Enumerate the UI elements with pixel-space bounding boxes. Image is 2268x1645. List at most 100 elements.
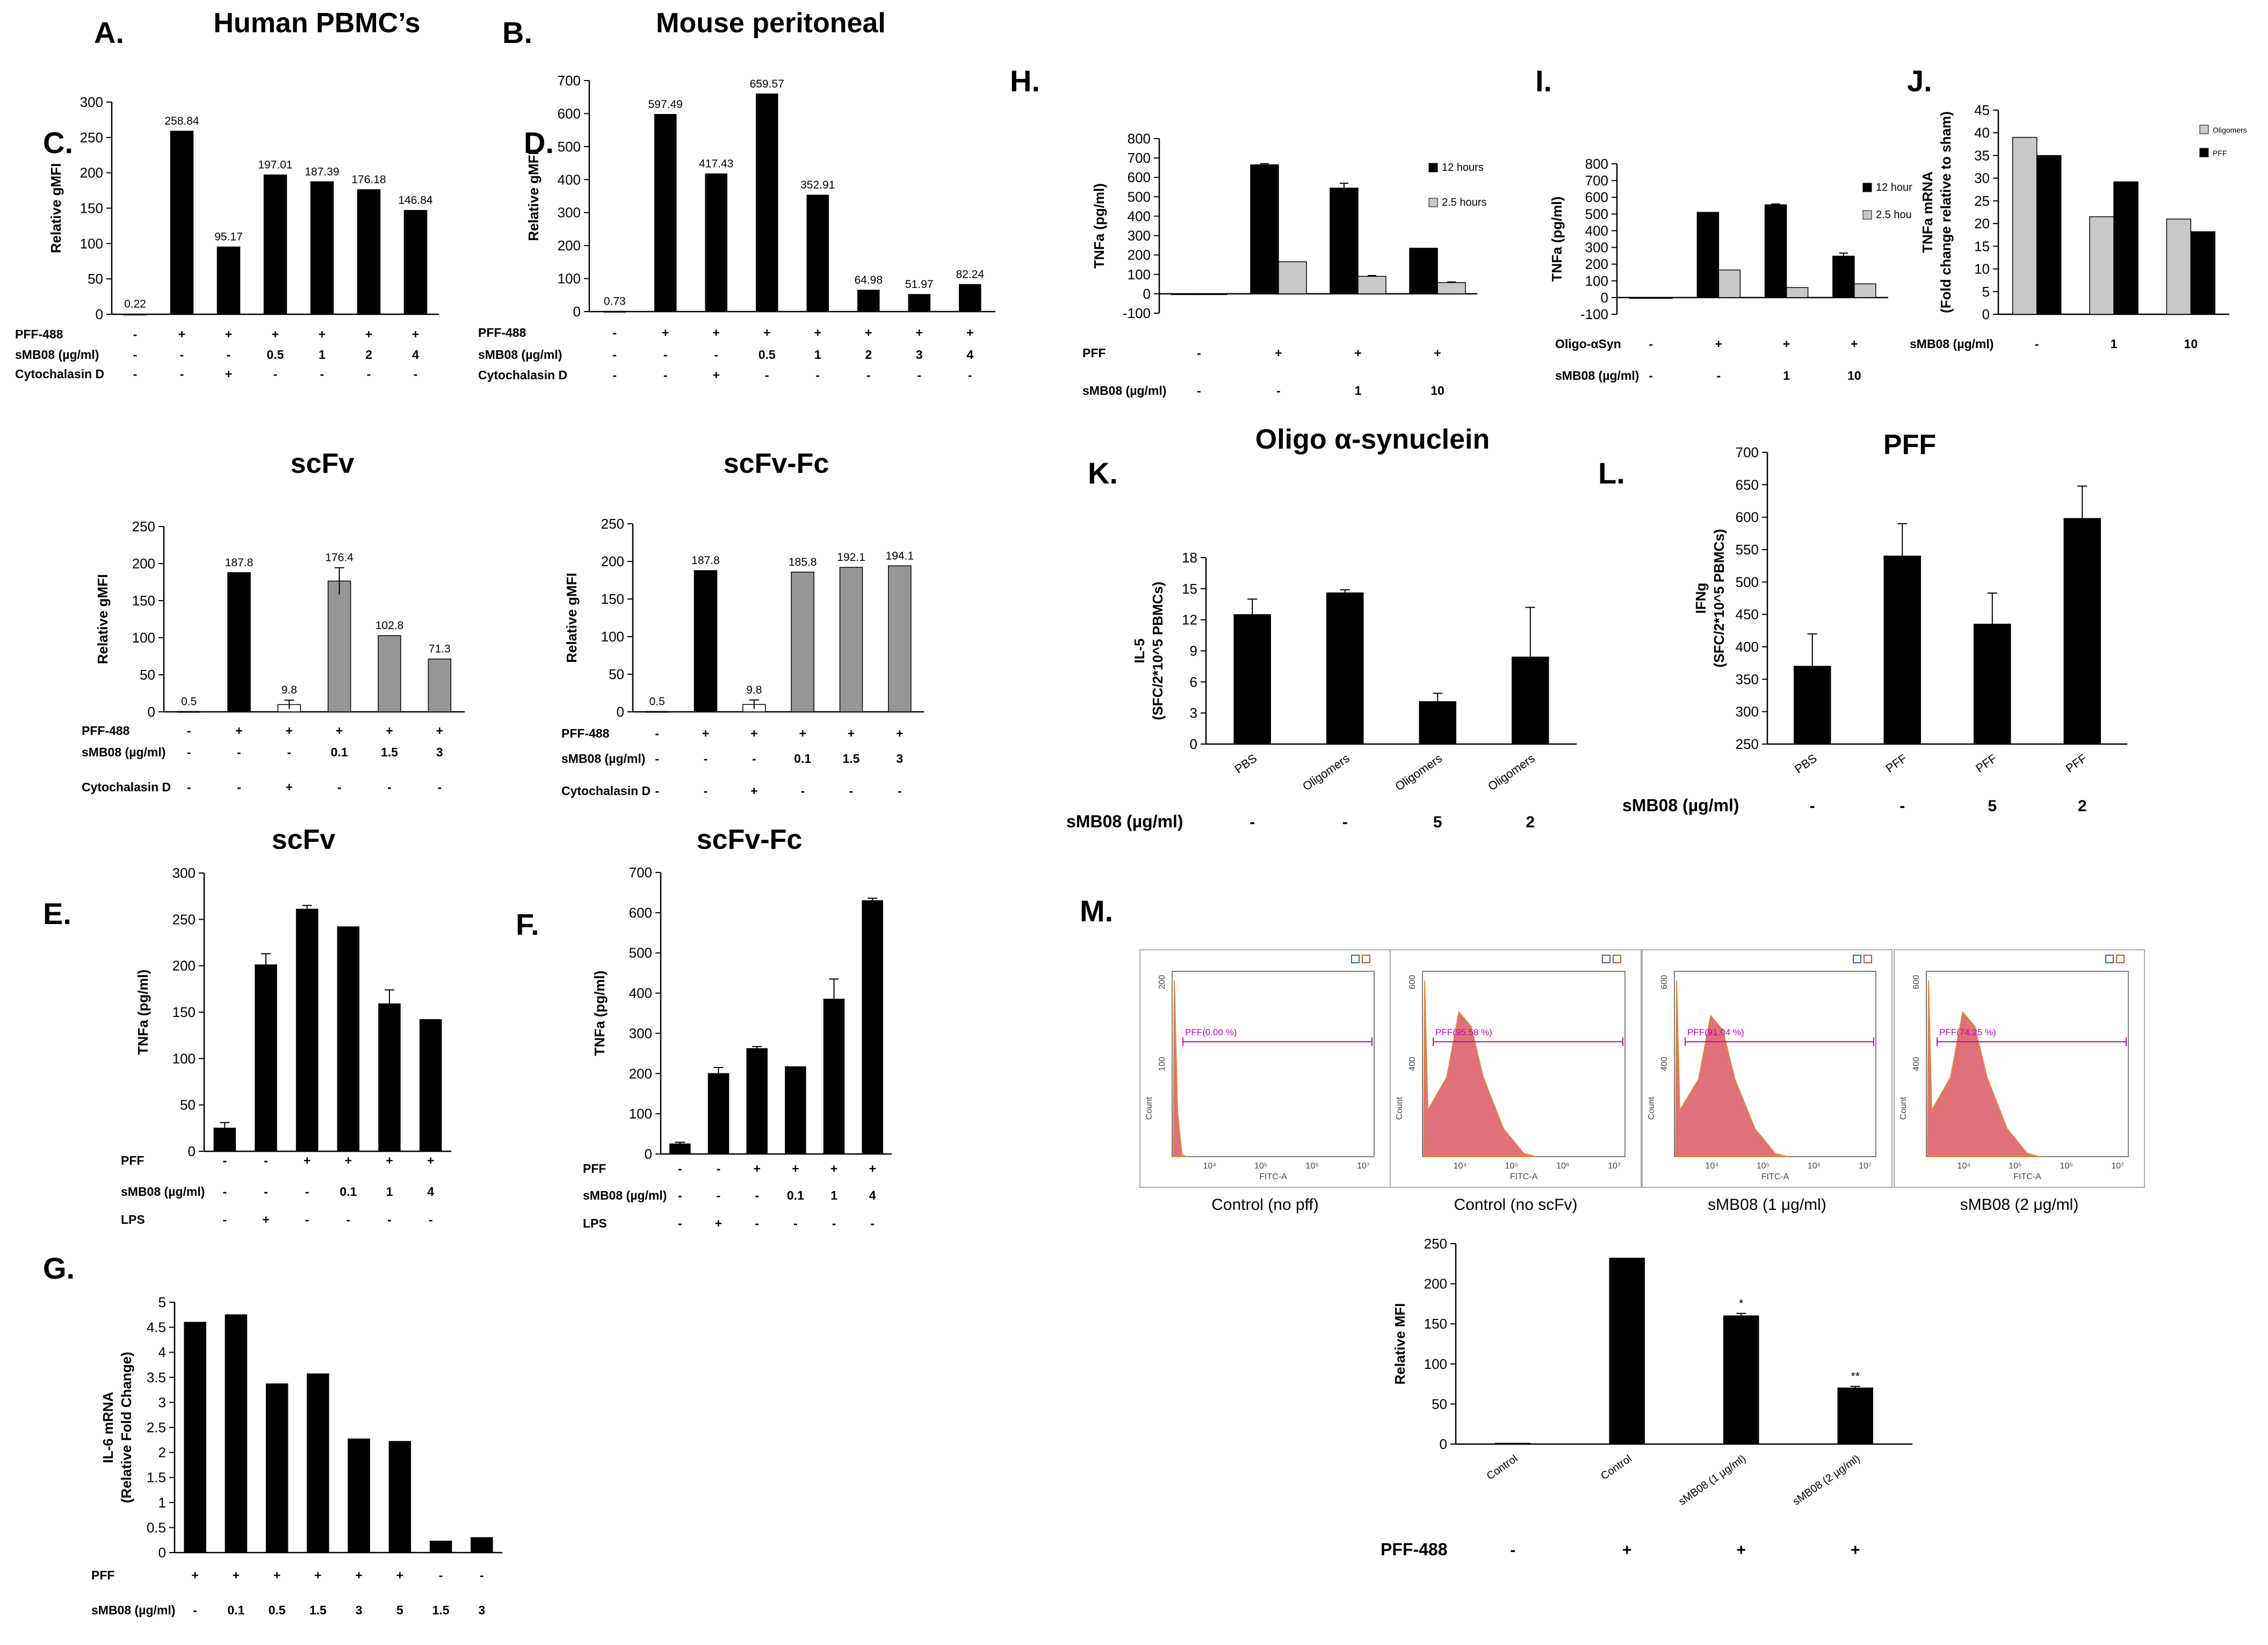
flow-y-tick: 200: [1158, 975, 1167, 990]
condition-label-a: PFF-488: [15, 327, 63, 341]
condition-value-b: 4: [966, 348, 973, 362]
y-tick-label-k: 3: [1190, 705, 1197, 721]
y-tick-label-c: 50: [140, 667, 155, 683]
bar-e: [378, 1003, 401, 1152]
y-tick-label-f: 200: [629, 1065, 652, 1081]
y-tick-label-c: 250: [132, 518, 155, 535]
bar-g: [348, 1438, 370, 1553]
condition-value-c: +: [286, 780, 293, 794]
panel-label-b: B.: [502, 16, 532, 49]
y-tick-label-i: 700: [1585, 172, 1608, 189]
flow-y-label: Count: [1395, 1096, 1404, 1120]
condition-value-d: -: [704, 752, 708, 766]
condition-value-f: -: [870, 1216, 875, 1230]
flow-y-label: Count: [1899, 1096, 1908, 1120]
condition-value-h: -: [1197, 346, 1201, 360]
condition-value-f: 1: [830, 1188, 837, 1202]
y-tick-label-l: 700: [1736, 444, 1759, 460]
condition-value-j: -: [2035, 337, 2039, 351]
flow-y-label: Count: [1647, 1096, 1656, 1120]
bar-g: [471, 1537, 493, 1553]
condition-value-e: -: [429, 1213, 433, 1226]
condition-value-m: +: [1622, 1541, 1632, 1559]
condition-value-k: 5: [1433, 813, 1442, 831]
data-label-d: 0.5: [649, 695, 665, 708]
condition-value-l: -: [1810, 797, 1815, 815]
y-tick-label-a: 250: [80, 129, 103, 146]
condition-value-e: -: [264, 1185, 268, 1199]
bar-f: [823, 999, 845, 1155]
flow-histogram: [1172, 980, 1187, 1157]
condition-value-a: -: [133, 327, 138, 341]
condition-value-c: +: [436, 724, 443, 738]
condition-value-f: 4: [869, 1188, 876, 1202]
bar-d: [791, 572, 814, 712]
flow-y-tick: 600: [1660, 975, 1669, 990]
flow-x-label: FITC-A: [1259, 1172, 1287, 1181]
y-tick-label-l: 550: [1736, 542, 1759, 558]
y-tick-label-l: 350: [1736, 671, 1759, 687]
y-tick-label-c: 150: [132, 593, 155, 609]
condition-label-a: sMB08 (µg/ml): [15, 348, 99, 362]
category-label-k: Oligomers: [1393, 752, 1444, 793]
condition-value-c: -: [287, 745, 291, 759]
condition-value-c: +: [386, 724, 393, 738]
panel-title-d: scFv-Fc: [724, 448, 829, 479]
panel-title-b: Mouse peritoneal: [656, 8, 886, 39]
y-axis-label-h: TNFa (pg/ml): [1091, 183, 1107, 269]
flow-caption: sMB08 (2 μg/ml): [1960, 1196, 2079, 1214]
data-label-d: 185.8: [789, 556, 817, 568]
bar-a: [216, 246, 241, 315]
bar-b: [857, 290, 880, 312]
y-tick-label-g: 1: [158, 1495, 166, 1511]
y-tick-label-a: 300: [80, 94, 103, 110]
bar-i-12-hour: [1696, 212, 1720, 298]
data-label-b: 51.97: [905, 278, 934, 291]
bar-m: [1723, 1315, 1759, 1445]
y-tick-label-h: 800: [1128, 131, 1151, 147]
bar-a: [263, 174, 287, 315]
condition-value-m: +: [1736, 1541, 1746, 1559]
panel-label-m: M.: [1080, 894, 1113, 928]
bar-c: [428, 658, 452, 712]
window-restore-icon: [2105, 955, 2114, 963]
condition-value-a: -: [133, 348, 138, 362]
condition-value-b: -: [815, 368, 820, 382]
condition-value-b: +: [662, 326, 669, 340]
y-axis-label-a: Relative gMFI: [48, 163, 64, 254]
y-axis-label-i: TNFa (pg/ml): [1549, 197, 1565, 282]
condition-value-h: 10: [1431, 384, 1444, 398]
condition-label-m: PFF-488: [1381, 1540, 1447, 1559]
condition-value-g: 1.5: [432, 1603, 450, 1617]
condition-label-f: PFF: [583, 1161, 606, 1175]
condition-value-d: -: [704, 784, 708, 798]
bar-k: [1233, 614, 1271, 745]
flow-x-tick: 10⁵: [1757, 1161, 1769, 1171]
bar-i-12-hour: [1629, 297, 1651, 299]
condition-label-g: sMB08 (µg/ml): [91, 1603, 175, 1617]
condition-label-f: sMB08 (µg/ml): [583, 1188, 667, 1202]
y-axis-label-e: TNFa (pg/ml): [135, 970, 151, 1055]
condition-value-d: -: [898, 784, 902, 798]
condition-value-a: 4: [412, 348, 419, 362]
y-tick-label-j: 20: [1974, 215, 1990, 232]
condition-label-e: LPS: [121, 1213, 145, 1226]
condition-value-f: +: [869, 1161, 876, 1175]
bar-a: [403, 210, 428, 315]
flow-x-tick: 10⁶: [1556, 1161, 1569, 1171]
significance-m: *: [1739, 1297, 1743, 1310]
condition-value-b: -: [968, 368, 972, 382]
condition-value-f: -: [678, 1216, 682, 1230]
condition-value-k: 2: [1526, 813, 1535, 831]
legend-label-h: 12 hours: [1442, 162, 1484, 174]
condition-value-c: 1.5: [381, 745, 398, 759]
bar-h-12-hours: [1250, 164, 1279, 294]
condition-value-f: +: [715, 1216, 722, 1230]
condition-value-a: +: [412, 327, 419, 341]
bar-g: [429, 1540, 452, 1553]
y-tick-label-a: 100: [80, 235, 103, 251]
condition-value-a: +: [319, 327, 326, 341]
condition-value-f: -: [793, 1216, 798, 1230]
bar-h-2.5-hours: [1278, 261, 1307, 294]
condition-label-a: Cytochalasin D: [15, 367, 104, 381]
